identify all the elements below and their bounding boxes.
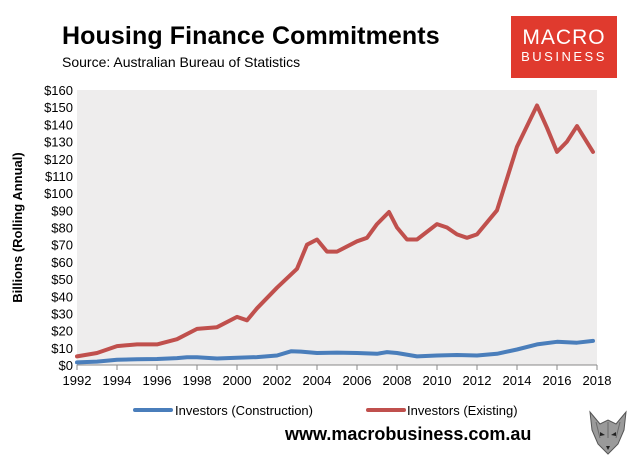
y-axis-ticks: $0 $10 $20 $30 $40 $50 $60 $70 $80 $90 $100 $110 $12… (44, 83, 73, 373)
y-tick-label: $150 (44, 100, 73, 115)
logo-line-2: BUSINESS (521, 49, 607, 64)
y-tick-label: $40 (51, 289, 73, 304)
fox-mascot-icon (589, 410, 627, 455)
x-tick-label: 2000 (223, 373, 252, 388)
series-group (75, 103, 595, 365)
logo-line-1: MACRO (522, 26, 606, 49)
y-tick-label: $10 (51, 341, 73, 356)
y-tick-label: $80 (51, 221, 73, 236)
series-line-investors-existing (75, 103, 595, 359)
y-tick-label: $120 (44, 152, 73, 167)
legend-label: Investors (Existing) (407, 403, 518, 418)
legend: Investors (Construction) Investors (Exist… (133, 403, 518, 418)
x-tick-label: 2012 (463, 373, 492, 388)
y-tick-label: $130 (44, 135, 73, 150)
y-tick-label: $60 (51, 255, 73, 270)
chart-subtitle: Source: Australian Bureau of Statistics (62, 54, 301, 70)
macrobusiness-logo: MACRO BUSINESS (511, 16, 617, 78)
x-axis-ticks: 1992 1994 1996 1998 2000 2002 2004 2006 2008 2010… (63, 365, 612, 388)
legend-label: Investors (Construction) (175, 403, 313, 418)
y-tick-label: $90 (51, 203, 73, 218)
x-tick-label: 1994 (103, 373, 132, 388)
footer-url: www.macrobusiness.com.au (285, 424, 532, 444)
y-tick-label: $30 (51, 306, 73, 321)
y-tick-label: $70 (51, 238, 73, 253)
y-tick-label: $0 (59, 358, 73, 373)
y-tick-label: $160 (44, 83, 73, 98)
x-tick-label: 2006 (343, 373, 372, 388)
series-line-investors-construction (75, 338, 595, 365)
y-tick-label: $110 (45, 169, 73, 184)
x-tick-label: 2014 (503, 373, 532, 388)
x-tick-label: 2010 (423, 373, 452, 388)
x-tick-label: 1998 (183, 373, 212, 388)
x-tick-label: 2016 (543, 373, 572, 388)
y-tick-label: $100 (44, 186, 73, 201)
x-tick-label: 2002 (263, 373, 292, 388)
y-tick-label: $140 (44, 117, 73, 132)
y-tick-label: $50 (51, 272, 73, 287)
x-tick-label: 2004 (303, 373, 332, 388)
x-tick-label: 1992 (63, 373, 92, 388)
x-tick-label: 2018 (583, 373, 612, 388)
y-axis-label: Billions (Rolling Annual) (10, 152, 25, 302)
chart-title: Housing Finance Commitments (62, 22, 440, 50)
y-tick-label: $20 (51, 324, 73, 339)
plot-area (77, 90, 597, 365)
x-tick-label: 1996 (143, 373, 172, 388)
x-tick-label: 2008 (383, 373, 412, 388)
